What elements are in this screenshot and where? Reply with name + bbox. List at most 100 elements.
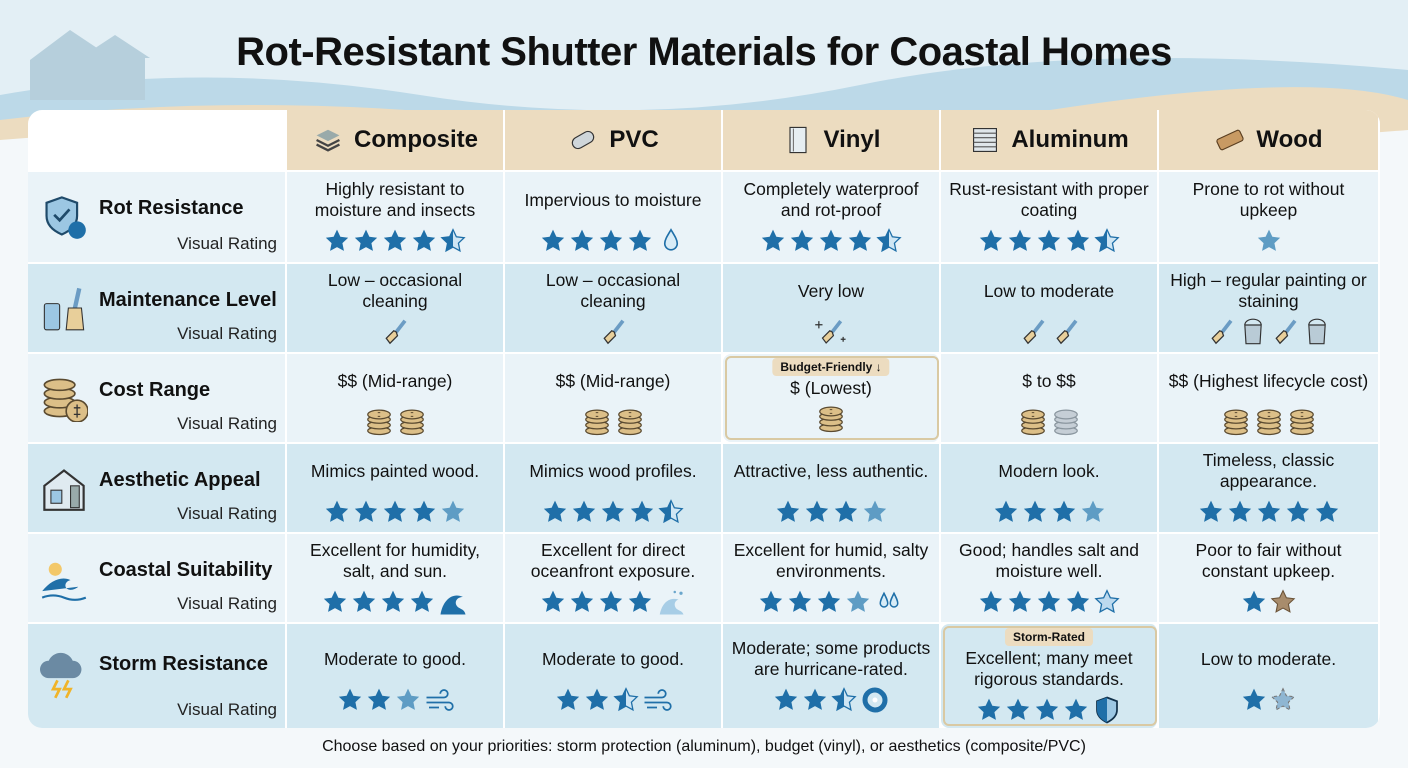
visual-rating-label: Visual Rating bbox=[177, 700, 277, 719]
star-icon bbox=[541, 590, 565, 612]
cell-text: Very low bbox=[797, 280, 865, 301]
star-icon bbox=[863, 500, 886, 522]
cell-text: $$ (Highest lifecycle cost) bbox=[1168, 370, 1369, 391]
star-icon bbox=[788, 590, 812, 612]
criteria-row: Storm Resistance Visual Rating Moderate to… bbox=[28, 622, 1380, 728]
star-icon bbox=[630, 500, 654, 522]
star-icon bbox=[830, 687, 857, 712]
paint-bucket-icon bbox=[1308, 318, 1326, 345]
star-icon bbox=[628, 590, 652, 612]
criteria-name: Coastal Suitability bbox=[99, 558, 273, 581]
star-icon bbox=[383, 500, 407, 522]
hurricane-icon bbox=[861, 687, 888, 713]
star-icon bbox=[383, 229, 407, 251]
table-cell: High – regular painting or staining bbox=[1159, 264, 1380, 352]
star-icon bbox=[1242, 688, 1266, 710]
cell-text: $$ (Mid-range) bbox=[555, 370, 671, 391]
star-icon bbox=[572, 500, 596, 522]
rating-icons bbox=[1198, 498, 1340, 526]
rating-icons bbox=[598, 318, 628, 346]
star-icon bbox=[776, 500, 799, 522]
star-icon bbox=[354, 500, 378, 522]
cell-text: Low to moderate. bbox=[1200, 648, 1337, 669]
sparkle-paintbrush-icon bbox=[815, 319, 846, 344]
cell-text: Moderate; some products are hurricane-ra… bbox=[731, 638, 931, 679]
column-header-label: PVC bbox=[609, 126, 659, 153]
house-shutter-icon bbox=[43, 469, 85, 511]
star-icon bbox=[774, 688, 797, 710]
star-icon bbox=[441, 500, 465, 522]
cell-text: Timeless, classic appearance. bbox=[1202, 450, 1335, 491]
wood-plank-icon bbox=[1216, 129, 1245, 151]
star-icon bbox=[1242, 590, 1266, 612]
table-cell: Modern look. bbox=[941, 444, 1159, 532]
wind-icon bbox=[426, 689, 454, 711]
rating-icons bbox=[978, 227, 1120, 255]
star-icon bbox=[1257, 229, 1280, 251]
star-icon bbox=[834, 500, 857, 522]
star-icon bbox=[354, 229, 378, 251]
star-icon bbox=[338, 688, 361, 710]
cell-text: Poor to fair without constant upkeep. bbox=[1195, 540, 1342, 581]
rating-icons bbox=[380, 318, 410, 346]
star-icon bbox=[1286, 500, 1309, 522]
star-icon bbox=[805, 500, 828, 522]
coin-stack-grey-icon bbox=[1053, 409, 1078, 436]
star-icon bbox=[410, 590, 434, 612]
cell-text: $$ (Mid-range) bbox=[337, 370, 453, 391]
rating-icons bbox=[1241, 588, 1296, 616]
table-cell: Mimics painted wood. bbox=[287, 444, 505, 532]
star-icon bbox=[1008, 590, 1032, 612]
pipe-icon bbox=[572, 130, 595, 150]
comparison-table: Composite PVC Vinyl Aluminum Wood Rot Resista… bbox=[28, 110, 1380, 728]
paint-bucket-icon bbox=[1244, 318, 1262, 345]
row-label: Rot Resistance Visual Rating bbox=[28, 172, 287, 262]
column-header-vinyl: Vinyl bbox=[723, 110, 941, 170]
table-cell: Budget-Friendly ↓ $ (Lowest) bbox=[723, 354, 941, 442]
visual-rating-label: Visual Rating bbox=[177, 594, 277, 613]
star-icon bbox=[1315, 500, 1338, 522]
rating-icons bbox=[1256, 227, 1282, 255]
star-icon bbox=[1270, 687, 1296, 711]
table-cell: $$ (Mid-range) bbox=[287, 354, 505, 442]
star-icon bbox=[367, 688, 390, 710]
star-icon bbox=[1035, 698, 1059, 720]
cell-text: Impervious to moisture bbox=[524, 189, 702, 210]
cell-text: Modern look. bbox=[998, 460, 1100, 481]
star-icon bbox=[612, 687, 639, 712]
cell-text: Moderate to good. bbox=[541, 648, 685, 669]
louver-icon bbox=[973, 128, 998, 152]
star-icon bbox=[817, 590, 841, 612]
cell-text: Mimics painted wood. bbox=[310, 460, 480, 481]
star-icon bbox=[381, 590, 405, 612]
star-icon bbox=[761, 229, 785, 251]
star-icon bbox=[977, 698, 1001, 720]
visual-rating-label: Visual Rating bbox=[177, 324, 277, 343]
paintbrush-icon bbox=[385, 319, 407, 345]
highlight-badge: Storm-Rated bbox=[1004, 628, 1094, 646]
wind-icon bbox=[644, 689, 672, 711]
coins-icon bbox=[43, 378, 88, 422]
table-cell: Excellent for humidity, salt, and sun. bbox=[287, 534, 505, 622]
coin-stack-icon bbox=[617, 409, 642, 436]
stacked-layers-icon bbox=[316, 129, 340, 152]
star-icon bbox=[1052, 500, 1075, 522]
header-spacer bbox=[28, 110, 287, 170]
cell-text: Good; handles salt and moisture well. bbox=[959, 540, 1139, 581]
star-icon bbox=[846, 590, 870, 612]
table-cell: Excellent for direct oceanfront exposure… bbox=[505, 534, 723, 622]
star-icon bbox=[790, 229, 814, 251]
rating-icons bbox=[324, 227, 466, 255]
cell-text: Excellent for direct oceanfront exposure… bbox=[530, 540, 696, 581]
cell-text: Attractive, less authentic. bbox=[733, 460, 929, 481]
criteria-name: Storm Resistance bbox=[99, 653, 268, 676]
star-icon bbox=[1008, 229, 1032, 251]
visual-rating-label: Visual Rating bbox=[177, 414, 277, 433]
column-header-composite: Composite bbox=[287, 110, 505, 170]
shield-icon bbox=[1096, 696, 1118, 724]
criteria-name: Maintenance Level bbox=[99, 288, 277, 311]
table-cell: Moderate to good. bbox=[287, 624, 505, 728]
rating-icons bbox=[993, 498, 1106, 526]
coin-stack-icon bbox=[1223, 409, 1248, 436]
cell-text: Moderate to good. bbox=[323, 648, 467, 669]
